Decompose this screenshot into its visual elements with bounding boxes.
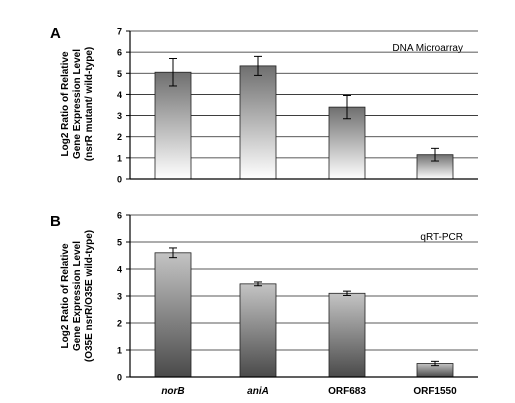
x-label-norb: norB	[161, 386, 184, 397]
y-tick-label: 5	[117, 238, 122, 248]
panel-b-annotation: qRT-PCR	[420, 232, 463, 243]
y-tick-label: 3	[117, 111, 122, 121]
y-tick-label: 4	[117, 90, 122, 100]
y-tick-label: 1	[117, 153, 122, 163]
bar-b-1	[239, 283, 277, 378]
y-tick-label: 1	[117, 346, 122, 356]
panel-letter-a: A	[50, 25, 61, 42]
panel-a-annotation: DNA Microarray	[392, 43, 463, 54]
panel-letter-b: B	[50, 213, 61, 230]
y-tick-label: 4	[117, 265, 122, 275]
error-bar-a-3	[431, 147, 439, 162]
panel-a-ylabel-line-3: (nsrR mutant/ wild-type)	[84, 47, 95, 161]
y-tick-label: 2	[117, 319, 122, 329]
y-tick-label: 5	[117, 69, 122, 79]
panel-b: B qRT-PCR Log2 Ratio of Relative Gene Ex…	[50, 211, 478, 383]
panel-a-ylabel-line-1: Log2 Ratio of Relative	[60, 51, 71, 156]
error-bar-a-1	[254, 55, 262, 76]
panel-a-ylabel-line-2: Gene Expression Level	[72, 49, 83, 159]
y-tick-label: 6	[117, 48, 122, 58]
x-label-ania: aniA	[247, 386, 269, 397]
y-tick-label: 3	[117, 292, 122, 302]
panel-a: A DNA Microarray Log2 Ratio of Relative …	[50, 25, 478, 185]
y-tick-label: 6	[117, 211, 122, 221]
y-tick-label: 2	[117, 132, 122, 142]
panel-b-ylabel: Log2 Ratio of Relative Gene Expression L…	[60, 230, 95, 362]
error-bar-a-2	[343, 94, 351, 120]
error-bar-b-1	[254, 281, 262, 287]
x-label-orf683: ORF683	[328, 386, 366, 397]
error-bar-b-2	[343, 290, 351, 296]
y-tick-label: 0	[117, 175, 122, 185]
bar-a-1	[239, 65, 277, 180]
panel-b-ylabel-line-2: Gene Expression Level	[72, 241, 83, 351]
panel-b-ylabel-line-3: (O35E nsrR/O35E wild-type)	[84, 230, 95, 362]
bar-b-0	[154, 252, 192, 378]
error-bar-a-0	[169, 57, 177, 87]
error-bar-b-0	[169, 247, 177, 259]
y-tick-label: 0	[117, 373, 122, 383]
panel-a-ylabel: Log2 Ratio of Relative Gene Expression L…	[60, 47, 95, 161]
panel-b-ylabel-line-1: Log2 Ratio of Relative	[60, 243, 71, 348]
y-tick-label: 7	[117, 27, 122, 37]
error-bar-b-3	[431, 360, 439, 367]
bar-a-0	[154, 71, 192, 180]
x-label-orf1550: ORF1550	[413, 386, 457, 397]
x-axis-labels: norB aniA ORF683 ORF1550	[161, 386, 457, 397]
bar-b-2	[328, 292, 366, 378]
